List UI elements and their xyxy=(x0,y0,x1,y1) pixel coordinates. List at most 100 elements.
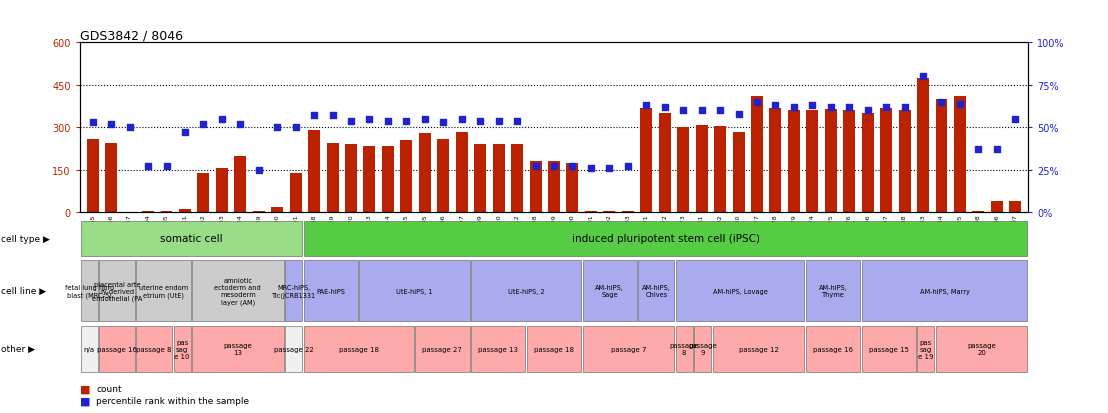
Bar xyxy=(86,139,99,213)
Point xyxy=(748,99,766,106)
Bar xyxy=(788,111,800,213)
Bar xyxy=(862,261,1027,322)
Text: other ▶: other ▶ xyxy=(1,344,35,354)
Point xyxy=(730,111,748,118)
Point xyxy=(268,125,286,131)
Point xyxy=(656,104,674,111)
Bar xyxy=(474,145,486,213)
Bar xyxy=(419,134,431,213)
Point xyxy=(822,104,840,111)
Text: somatic cell: somatic cell xyxy=(160,234,223,244)
Bar xyxy=(583,326,674,372)
Bar xyxy=(676,326,692,372)
Point xyxy=(1006,116,1024,123)
Point xyxy=(287,125,305,131)
Point xyxy=(878,104,895,111)
Bar xyxy=(197,173,209,213)
Bar xyxy=(136,261,191,322)
Bar xyxy=(712,326,804,372)
Bar xyxy=(253,211,265,213)
Bar xyxy=(807,111,819,213)
Point xyxy=(84,120,102,126)
Text: GDS3842 / 8046: GDS3842 / 8046 xyxy=(80,29,183,42)
Bar xyxy=(234,156,246,213)
Point xyxy=(306,113,324,119)
Bar xyxy=(99,261,135,322)
Bar xyxy=(917,326,934,372)
Bar xyxy=(285,326,302,372)
Bar xyxy=(862,326,916,372)
Bar xyxy=(604,211,615,213)
Point xyxy=(471,118,489,125)
Bar xyxy=(345,145,357,213)
Bar xyxy=(751,97,763,213)
Point xyxy=(526,164,544,170)
Bar xyxy=(806,326,860,372)
Text: AM-hiPS, Lovage: AM-hiPS, Lovage xyxy=(712,288,768,294)
Text: passage 16: passage 16 xyxy=(813,346,853,352)
Point xyxy=(933,99,951,106)
Text: fetal lung fibro
blast (MRC-5): fetal lung fibro blast (MRC-5) xyxy=(64,285,114,298)
Bar xyxy=(769,108,781,213)
Text: PAE-hiPS: PAE-hiPS xyxy=(317,288,346,294)
Bar xyxy=(936,326,1027,372)
Point xyxy=(840,104,858,111)
Text: passage 18: passage 18 xyxy=(534,346,574,352)
Point xyxy=(895,104,913,111)
Text: ■: ■ xyxy=(80,396,90,406)
Text: n/a: n/a xyxy=(83,346,94,352)
Text: induced pluripotent stem cell (iPSC): induced pluripotent stem cell (iPSC) xyxy=(572,234,760,244)
Bar xyxy=(566,163,578,213)
Bar xyxy=(81,326,98,372)
Point xyxy=(601,165,618,172)
Text: passage
8: passage 8 xyxy=(670,342,698,356)
Text: passage 18: passage 18 xyxy=(339,346,379,352)
Text: UtE-hiPS, 1: UtE-hiPS, 1 xyxy=(397,288,433,294)
Bar xyxy=(304,326,413,372)
Point xyxy=(434,120,452,126)
Bar xyxy=(638,261,674,322)
Point xyxy=(675,108,692,114)
Bar xyxy=(548,162,560,213)
Text: AM-hiPS,
Sage: AM-hiPS, Sage xyxy=(595,285,624,298)
Text: amniotic
ectoderm and
mesoderm
layer (AM): amniotic ectoderm and mesoderm layer (AM… xyxy=(215,278,261,305)
Text: passage 12: passage 12 xyxy=(739,346,779,352)
Bar xyxy=(973,211,984,213)
Bar xyxy=(192,261,284,322)
Bar xyxy=(862,114,874,213)
Bar xyxy=(824,110,837,213)
Text: uterine endom
etrium (UtE): uterine endom etrium (UtE) xyxy=(138,285,188,298)
Bar xyxy=(81,261,98,322)
Bar xyxy=(142,211,154,213)
Point xyxy=(176,130,194,136)
Bar xyxy=(136,326,172,372)
Point xyxy=(360,116,378,123)
Text: AM-hiPS,
Thyme: AM-hiPS, Thyme xyxy=(819,285,848,298)
Bar xyxy=(806,261,860,322)
Bar xyxy=(304,221,1027,256)
Bar xyxy=(174,326,191,372)
Bar xyxy=(622,211,634,213)
Bar xyxy=(935,100,947,213)
Bar xyxy=(416,326,470,372)
Bar xyxy=(105,144,117,213)
Bar xyxy=(271,207,284,213)
Bar xyxy=(880,108,892,213)
Text: AM-hiPS,
Chives: AM-hiPS, Chives xyxy=(642,285,670,298)
Text: percentile rank within the sample: percentile rank within the sample xyxy=(96,396,249,405)
Point xyxy=(951,101,968,108)
Point xyxy=(416,116,433,123)
Point xyxy=(564,164,582,170)
Point xyxy=(157,164,175,170)
Point xyxy=(545,164,563,170)
Text: passage
13: passage 13 xyxy=(224,342,253,356)
Bar xyxy=(954,97,966,213)
Bar xyxy=(471,326,525,372)
Bar xyxy=(530,162,542,213)
Bar xyxy=(81,221,302,256)
Point xyxy=(970,147,987,153)
Point xyxy=(324,113,341,119)
Point xyxy=(914,74,932,81)
Point xyxy=(453,116,471,123)
Bar xyxy=(455,132,468,213)
